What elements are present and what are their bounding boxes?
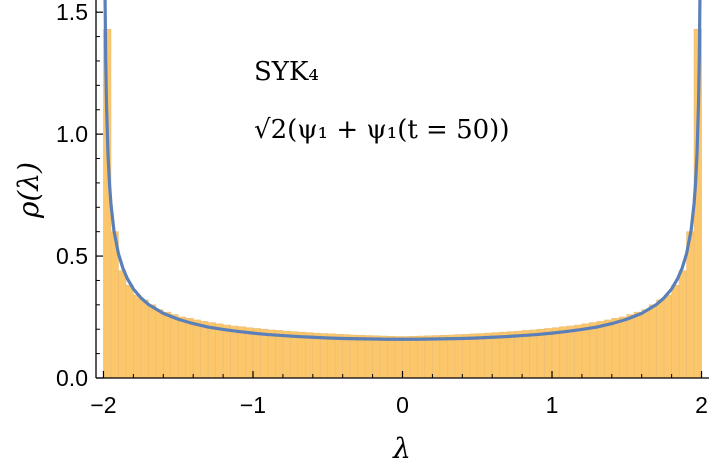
- histogram-bar: [656, 299, 665, 378]
- histogram-bar: [424, 335, 433, 378]
- histogram-bar: [514, 330, 523, 378]
- histogram-bar: [618, 316, 628, 378]
- histogram-bar: [230, 325, 239, 378]
- histogram-bar: [462, 334, 471, 378]
- histogram-bar: [596, 321, 605, 378]
- histogram-bar: [559, 326, 568, 378]
- y-tick-label: 1.0: [56, 121, 88, 147]
- histogram-bar: [394, 336, 403, 378]
- histogram-bar: [282, 330, 291, 378]
- histogram-bar: [319, 333, 329, 378]
- histogram-bar: [349, 334, 358, 378]
- histogram-bar: [155, 309, 164, 378]
- y-axis-ticks: 0.0 0.5 1.0 1.5: [56, 0, 103, 391]
- histogram-bar: [245, 327, 254, 378]
- histogram-bar: [506, 331, 515, 378]
- histogram-bar: [589, 322, 598, 378]
- x-axis-label: λ: [392, 432, 411, 465]
- histogram-bar: [476, 333, 486, 378]
- x-tick-label: 2: [695, 392, 708, 418]
- histogram-bar: [200, 321, 209, 378]
- histogram-bar: [215, 323, 224, 378]
- y-tick-label: 1.5: [56, 0, 88, 25]
- histogram-bar: [521, 330, 530, 378]
- histogram-bar: [544, 328, 553, 378]
- histogram-bar: [387, 335, 396, 378]
- histogram-bar: [626, 314, 635, 378]
- histogram-bar: [357, 335, 366, 378]
- histogram-bar: [678, 270, 687, 378]
- histogram-bar: [252, 328, 261, 378]
- histogram-bar: [140, 299, 149, 378]
- x-tick-label: −2: [90, 392, 116, 418]
- histogram-bar: [409, 335, 418, 378]
- histogram-bar: [499, 331, 508, 378]
- histogram-bar: [372, 335, 381, 378]
- histogram-bar: [491, 332, 500, 378]
- histogram-bar: [536, 328, 545, 378]
- histogram-bar: [125, 285, 134, 378]
- histogram-bar: [170, 314, 179, 378]
- histogram-bar: [275, 330, 284, 378]
- density-curve: [103, 0, 702, 341]
- histogram-bar: [574, 324, 583, 378]
- histogram-bar: [297, 331, 306, 378]
- histogram-bar: [402, 336, 411, 378]
- histogram-bar: [162, 311, 172, 378]
- histogram-bar: [604, 319, 613, 378]
- histogram-bar: [529, 329, 538, 378]
- histogram-bar: [663, 294, 672, 378]
- x-tick-label: 0: [396, 392, 409, 418]
- histogram-bar: [267, 329, 276, 378]
- histogram-bar: [641, 309, 650, 378]
- histogram-bar: [566, 325, 575, 378]
- annotation-model: SYK₄: [254, 57, 319, 87]
- histogram-bar: [237, 326, 246, 378]
- histogram-bars: [103, 28, 702, 378]
- histogram-bar: [417, 335, 426, 378]
- histogram-bar: [327, 333, 336, 378]
- histogram-bar: [290, 331, 299, 378]
- histogram-bar: [192, 319, 201, 378]
- x-tick-label: −1: [240, 392, 266, 418]
- histogram-bar: [207, 322, 216, 378]
- histogram-bar: [379, 335, 388, 378]
- histogram-bar: [222, 324, 231, 378]
- histogram-bar: [454, 334, 463, 378]
- histogram-bar: [439, 335, 448, 378]
- histogram-bar: [611, 317, 620, 378]
- histogram-bar: [342, 334, 351, 378]
- histogram-bar: [364, 335, 373, 378]
- histogram-bar: [484, 332, 493, 378]
- histogram-bar: [185, 317, 194, 378]
- annotation-operator: √2(ψ₁ + ψ₁(t = 50)): [254, 115, 509, 145]
- y-tick-label: 0.0: [56, 365, 88, 391]
- histogram-bar: [469, 333, 478, 378]
- histogram-bar: [312, 332, 321, 378]
- histogram-bar: [671, 285, 680, 378]
- histogram-bar: [447, 334, 456, 378]
- histogram-bar: [118, 270, 127, 378]
- histogram-bar: [432, 335, 441, 378]
- histogram-bar: [633, 311, 643, 378]
- histogram-bar: [260, 328, 269, 378]
- x-axis-ticks: −2 −1 0 1 2: [90, 371, 708, 418]
- histogram-bar: [648, 304, 657, 378]
- histogram-bar: [133, 294, 142, 378]
- y-tick-label: 0.5: [56, 243, 88, 269]
- histogram-bar: [551, 327, 560, 378]
- histogram-bar: [177, 316, 187, 378]
- histogram-bar: [305, 332, 314, 378]
- histogram-bar: [148, 304, 157, 378]
- histogram-bar: [581, 323, 590, 378]
- x-tick-label: 1: [546, 392, 559, 418]
- y-axis-label: ρ(λ): [12, 162, 45, 219]
- histogram-bar: [334, 334, 343, 378]
